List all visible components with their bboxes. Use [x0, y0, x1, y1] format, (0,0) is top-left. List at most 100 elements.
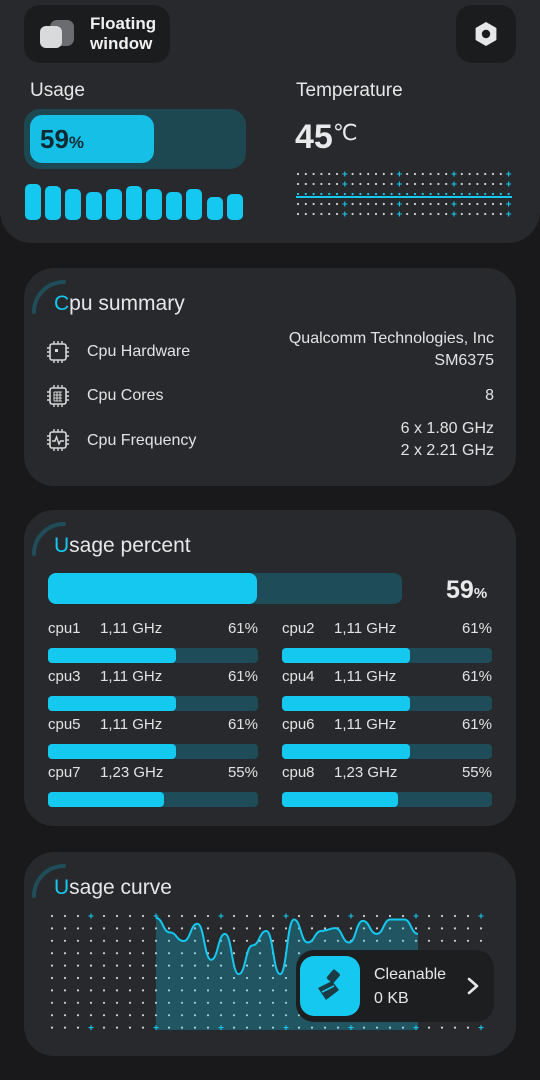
cpu-frequency-row: Cpu Frequency 6 x 1.80 GHz 2 x 2.21 GHz — [46, 418, 494, 464]
core-frequency: 1,11 GHz — [334, 620, 397, 637]
core-name: cpu3 — [48, 668, 81, 685]
chip-icon — [47, 341, 69, 363]
core-usage-bar — [48, 792, 258, 807]
cpu-cores-label: Cpu Cores — [87, 387, 164, 404]
cleanable-button[interactable]: Cleanable 0 KB — [296, 950, 494, 1022]
broom-icon — [300, 956, 360, 1016]
settings-button[interactable] — [456, 5, 516, 63]
core-percent: 61% — [227, 716, 258, 733]
core-usage-bar — [282, 792, 492, 807]
cpu-summary-card: Cpu summary Cpu Hardware Qualcomm Techno… — [24, 268, 516, 486]
core-usage-fill — [48, 792, 164, 807]
usage-curve-line — [155, 917, 419, 976]
core-name: cpu8 — [282, 764, 315, 781]
card-arc-decoration — [32, 864, 66, 898]
cpu-cores-value: 8 — [485, 387, 494, 404]
core-usage-bar — [48, 696, 258, 711]
core-usage-fill — [48, 696, 177, 711]
core-cpu6: cpu6 1,11 GHz 61% — [282, 716, 492, 760]
cpu-frequency-value: 6 x 1.80 GHz 2 x 2.21 GHz — [400, 420, 494, 459]
cpu-frequency-label: Cpu Frequency — [87, 432, 197, 449]
core-usage-fill — [48, 648, 177, 663]
temperature-value: 45℃ — [295, 118, 358, 156]
usage-history-bar — [146, 189, 163, 220]
card-arc-decoration — [32, 522, 66, 556]
core-cpu7: cpu7 1,23 GHz 55% — [48, 764, 258, 808]
temperature-graph — [296, 171, 512, 217]
core-usage-fill — [282, 696, 411, 711]
usage-value: 59% — [40, 124, 85, 154]
core-percent: 61% — [461, 668, 492, 685]
usage-history-bar — [206, 197, 223, 220]
core-frequency: 1,11 GHz — [100, 668, 163, 685]
core-frequency: 1,11 GHz — [100, 620, 163, 637]
cpu-summary-title: Cpu summary — [54, 292, 185, 315]
cpu-hardware-value: Qualcomm Technologies, Inc SM6375 — [288, 330, 494, 369]
usage-history-bar — [166, 191, 183, 220]
core-usage-bar — [282, 744, 492, 759]
core-percent: 61% — [461, 716, 492, 733]
core-usage-bar — [48, 744, 258, 759]
core-usage-bar — [282, 648, 492, 663]
total-usage-fill — [48, 573, 257, 604]
core-cpu3: cpu3 1,11 GHz 61% — [48, 668, 258, 712]
core-name: cpu7 — [48, 764, 81, 781]
usage-history-bar — [125, 186, 142, 220]
core-percent: 55% — [227, 764, 258, 781]
core-cpu1: cpu1 1,11 GHz 61% — [48, 620, 258, 664]
core-frequency: 1,23 GHz — [100, 764, 164, 781]
usage-label: Usage — [30, 80, 85, 101]
core-percent: 61% — [227, 668, 258, 685]
usage-history-bar — [105, 189, 122, 220]
core-name: cpu5 — [48, 716, 81, 733]
usage-history-bar — [45, 186, 62, 220]
core-name: cpu4 — [282, 668, 315, 685]
core-frequency: 1,11 GHz — [334, 716, 397, 733]
cleanable-size: 0 KB — [374, 990, 409, 1007]
usage-history-bar — [85, 191, 102, 220]
usage-meter — [24, 109, 246, 169]
cleanable-title: Cleanable — [374, 966, 447, 983]
core-cpu2: cpu2 1,11 GHz 61% — [282, 620, 492, 664]
core-usage-bar — [282, 696, 492, 711]
chevron-right-icon — [467, 977, 479, 995]
core-usage-fill — [282, 792, 398, 807]
core-usage-fill — [48, 744, 177, 759]
card-arc-decoration — [32, 280, 66, 314]
core-frequency: 1,23 GHz — [334, 764, 398, 781]
core-name: cpu6 — [282, 716, 315, 733]
core-frequency: 1,11 GHz — [334, 668, 397, 685]
usage-history-bars — [24, 184, 246, 220]
cpu-frequency-icon — [47, 429, 69, 451]
cpu-cores-row: Cpu Cores 8 — [46, 384, 494, 408]
usage-curve-card: Usage curve Cleanable 0 KB — [24, 852, 516, 1056]
cpu-cores-icon — [47, 385, 69, 407]
core-percent: 61% — [227, 620, 258, 637]
core-usage-fill — [282, 648, 411, 663]
usage-percent-card: Usage percent 59% cpu1 1,11 GHz 61% cpu2 1,1… — [24, 510, 516, 826]
hexagon-settings-icon — [475, 22, 497, 46]
usage-history-bar — [226, 194, 243, 220]
usage-history-bar — [25, 184, 41, 220]
floating-window-icon — [40, 20, 74, 50]
floating-window-button[interactable]: Floating window — [24, 5, 170, 63]
core-name: cpu1 — [48, 620, 81, 637]
cpu-hardware-row: Cpu Hardware Qualcomm Technologies, Inc … — [46, 328, 494, 374]
temperature-label: Temperature — [296, 80, 403, 101]
core-cpu4: cpu4 1,11 GHz 61% — [282, 668, 492, 712]
top-panel: Floating window Usage 59% Temperature 45… — [0, 0, 540, 243]
usage-curve-title: Usage curve — [54, 876, 172, 899]
core-percent: 61% — [461, 620, 492, 637]
core-cpu8: cpu8 1,23 GHz 55% — [282, 764, 492, 808]
core-percent: 55% — [461, 764, 492, 781]
total-usage-bar — [48, 573, 402, 604]
usage-history-bar — [65, 189, 82, 220]
core-cpu5: cpu5 1,11 GHz 61% — [48, 716, 258, 760]
core-name: cpu2 — [282, 620, 315, 637]
total-usage-value: 59% — [446, 576, 488, 604]
usage-meter-fill — [30, 115, 154, 163]
floating-window-label: Floating window — [90, 14, 157, 53]
core-usage-fill — [282, 744, 411, 759]
core-usage-bar — [48, 648, 258, 663]
usage-history-bar — [186, 189, 203, 220]
